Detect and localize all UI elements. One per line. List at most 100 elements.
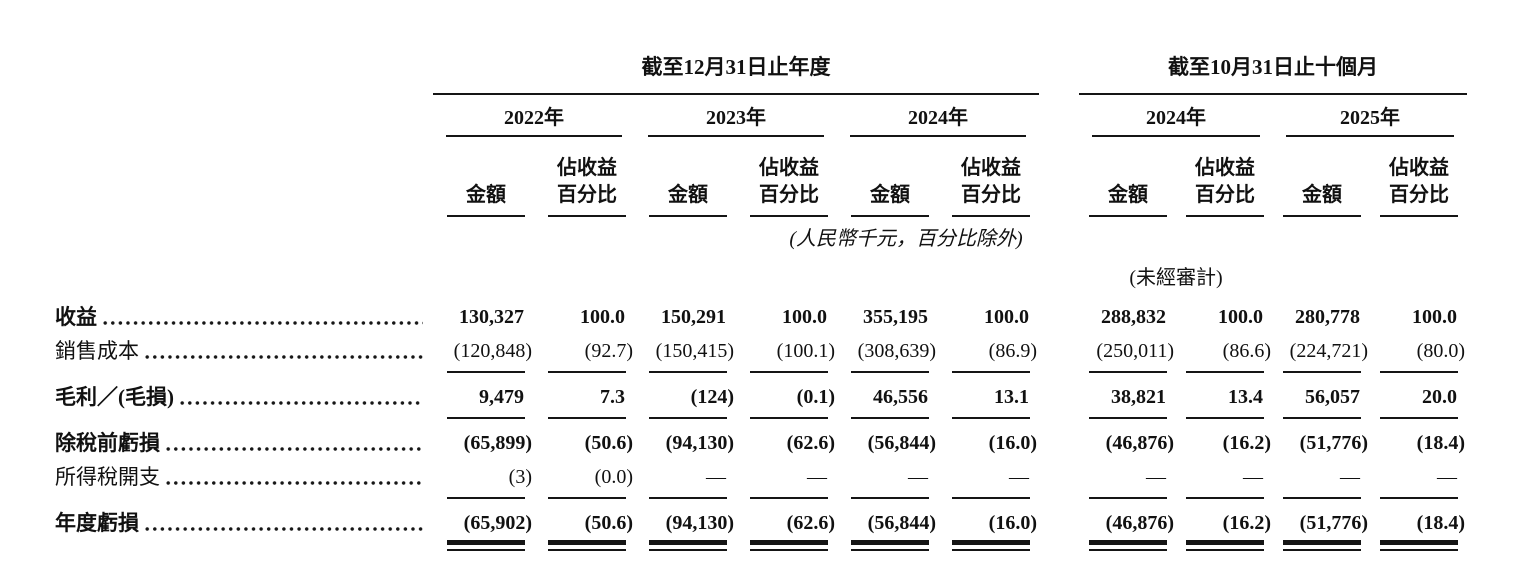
empty-label-cell bbox=[55, 490, 433, 502]
total-rule-row bbox=[55, 536, 1467, 552]
cell-value: — bbox=[908, 466, 928, 488]
cell-value: (56,844) bbox=[867, 432, 936, 454]
period-group-title-ten-months: 截至10月31日止十個月 bbox=[1168, 55, 1378, 79]
year-header-2023: 2023年 bbox=[635, 94, 837, 137]
separator-rule-row bbox=[55, 490, 1467, 502]
single-rule bbox=[447, 417, 525, 419]
cell-value: 7.3 bbox=[600, 386, 625, 408]
group-gap bbox=[1039, 490, 1079, 502]
double-total-rule bbox=[1380, 540, 1458, 551]
period-group-row: 截至12月31日止年度 截至10月31日止十個月 bbox=[55, 34, 1467, 95]
unaudited-note-cell: (未經審計) bbox=[1079, 253, 1273, 293]
dot-leader bbox=[166, 480, 423, 486]
financial-summary-table: 截至12月31日止年度 截至10月31日止十個月 2022年 2023年 202… bbox=[55, 34, 1467, 552]
single-rule bbox=[851, 497, 929, 499]
cell-value: 280,778 bbox=[1295, 306, 1360, 328]
single-rule bbox=[952, 417, 1030, 419]
year-underline bbox=[1092, 135, 1260, 137]
separator-rule-row bbox=[55, 410, 1467, 422]
group-gap bbox=[1039, 536, 1079, 552]
cell-value: 9,479 bbox=[479, 386, 524, 408]
table-body: 收益 130,327 100.0 150,291 100.0 355,195 100.0 28… bbox=[55, 293, 1467, 552]
unaudited-note: (未經審計) bbox=[1129, 267, 1223, 289]
cell-value: (224,721) bbox=[1289, 340, 1368, 362]
double-total-rule bbox=[548, 540, 626, 551]
column-header-percentage: 佔收益 百分比 bbox=[938, 137, 1039, 217]
cell-value: (100.1) bbox=[776, 340, 835, 362]
cell-value: (56,844) bbox=[867, 512, 936, 534]
empty-label-cell bbox=[55, 137, 433, 217]
column-underline bbox=[1089, 215, 1167, 217]
single-rule bbox=[1283, 417, 1361, 419]
cell-value: 100.0 bbox=[984, 306, 1029, 328]
table-row: 毛利／(毛損) 9,479 7.3 (124) (0.1) 46,556 13.1 38,82… bbox=[55, 376, 1467, 410]
cell-value: 13.1 bbox=[994, 386, 1029, 408]
column-underline bbox=[1380, 215, 1458, 217]
unaudited-note-row: (未經審計) bbox=[55, 253, 1467, 293]
units-note: (人民幣千元，百分比除外) bbox=[789, 228, 1023, 250]
column-underline bbox=[1283, 215, 1361, 217]
cell-value: (46,876) bbox=[1105, 432, 1174, 454]
single-rule bbox=[750, 497, 828, 499]
single-rule bbox=[447, 497, 525, 499]
column-header-amount: 金額 bbox=[635, 137, 736, 217]
cell-value: 288,832 bbox=[1101, 306, 1166, 328]
column-header-amount: 金額 bbox=[433, 137, 534, 217]
cell-value: (80.0) bbox=[1416, 340, 1465, 362]
double-total-rule bbox=[1283, 540, 1361, 551]
row-label: 毛利／(毛損) bbox=[55, 385, 174, 409]
column-header-amount: 金額 bbox=[1273, 137, 1370, 217]
table-row: 所得稅開支 (3) (0.0) — — — — — — — — bbox=[55, 456, 1467, 490]
group-gap bbox=[1039, 94, 1079, 137]
cell-value: 355,195 bbox=[863, 306, 928, 328]
double-total-rule bbox=[649, 540, 727, 551]
cell-value: 100.0 bbox=[1412, 306, 1457, 328]
empty-label-cell bbox=[55, 410, 433, 422]
cell-value: (120,848) bbox=[453, 340, 532, 362]
group-gap bbox=[1039, 422, 1079, 456]
year-header-2022: 2022年 bbox=[433, 94, 635, 137]
cell-value: (65,899) bbox=[463, 432, 532, 454]
dot-leader bbox=[103, 320, 423, 326]
cell-value: (0.1) bbox=[796, 386, 835, 408]
single-rule bbox=[952, 371, 1030, 373]
year-header-2024-ten-months: 2024年 bbox=[1079, 94, 1273, 137]
dot-leader bbox=[180, 400, 423, 406]
group-gap bbox=[1039, 253, 1079, 293]
single-rule bbox=[1186, 417, 1264, 419]
single-rule bbox=[1186, 497, 1264, 499]
dot-leader bbox=[145, 526, 423, 532]
single-rule bbox=[750, 371, 828, 373]
cell-value: (16.2) bbox=[1222, 432, 1271, 454]
separator-rule-row bbox=[55, 364, 1467, 376]
year-underline bbox=[850, 135, 1026, 137]
column-underline bbox=[548, 215, 626, 217]
cell-value: (250,011) bbox=[1096, 340, 1174, 362]
cell-value: (16.0) bbox=[988, 432, 1037, 454]
single-rule bbox=[1283, 371, 1361, 373]
dot-leader bbox=[166, 446, 423, 452]
row-label-cell: 除稅前虧損 bbox=[55, 422, 433, 456]
row-label: 年度虧損 bbox=[55, 511, 139, 535]
year-underline bbox=[446, 135, 622, 137]
single-rule bbox=[548, 417, 626, 419]
double-total-rule bbox=[1186, 540, 1264, 551]
year-header-2025-ten-months: 2025年 bbox=[1273, 94, 1467, 137]
group-gap bbox=[1039, 456, 1079, 490]
double-total-rule bbox=[851, 540, 929, 551]
cell-value: (92.7) bbox=[584, 340, 633, 362]
single-rule bbox=[548, 371, 626, 373]
cell-value: (50.6) bbox=[584, 432, 633, 454]
single-rule bbox=[447, 371, 525, 373]
empty-label-cell bbox=[55, 364, 433, 376]
column-header-percentage: 佔收益 百分比 bbox=[1370, 137, 1467, 217]
cell-value: (0.0) bbox=[594, 466, 633, 488]
row-label: 銷售成本 bbox=[55, 339, 139, 363]
cell-value: (16.0) bbox=[988, 512, 1037, 534]
double-total-rule bbox=[750, 540, 828, 551]
single-rule bbox=[1283, 497, 1361, 499]
cell-value: (18.4) bbox=[1416, 512, 1465, 534]
cell-value: 100.0 bbox=[580, 306, 625, 328]
column-header-percentage: 佔收益 百分比 bbox=[736, 137, 837, 217]
